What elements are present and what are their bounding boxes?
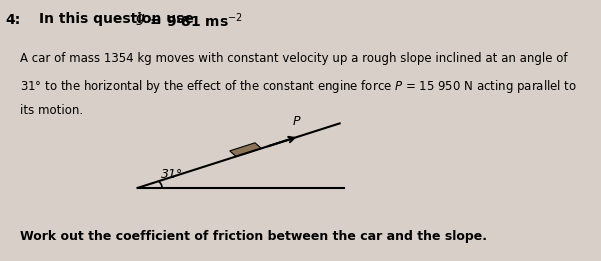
Text: its motion.: its motion. bbox=[20, 104, 83, 117]
Text: A car of mass 1354 kg moves with constant velocity up a rough slope inclined at : A car of mass 1354 kg moves with constan… bbox=[20, 52, 567, 65]
Text: P: P bbox=[293, 115, 300, 128]
Text: = 9·81 ms$^{-2}$: = 9·81 ms$^{-2}$ bbox=[145, 12, 243, 30]
Text: In this question use: In this question use bbox=[39, 12, 199, 26]
Text: Work out the coefficient of friction between the car and the slope.: Work out the coefficient of friction bet… bbox=[20, 230, 487, 243]
Text: 31°: 31° bbox=[161, 168, 183, 181]
Text: 4:: 4: bbox=[5, 13, 20, 27]
Text: 31° to the horizontal by the effect of the constant engine force $P$ = 15 950 N : 31° to the horizontal by the effect of t… bbox=[20, 78, 576, 95]
Polygon shape bbox=[230, 143, 261, 156]
Text: $g$: $g$ bbox=[135, 12, 145, 27]
